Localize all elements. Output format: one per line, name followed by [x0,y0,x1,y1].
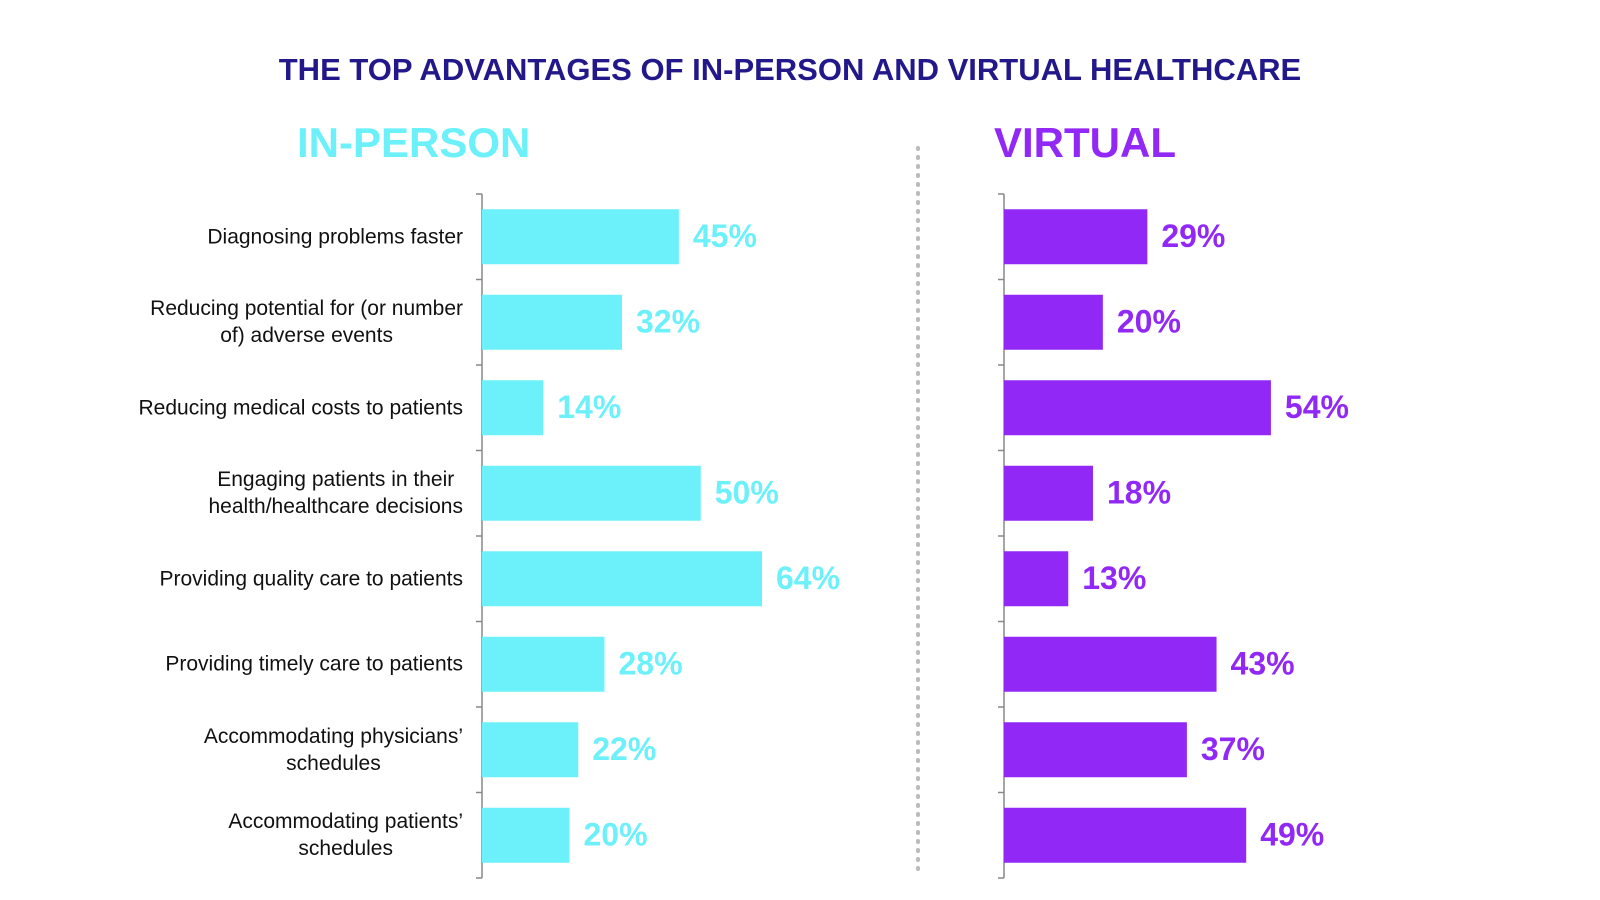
bar [482,380,544,436]
category-label: Reducing potential for (or number of) ad… [150,297,463,348]
category-label: Diagnosing problems faster [207,225,463,249]
bar [482,636,605,692]
value-label: 29% [1161,218,1225,254]
category-label: Engaging patients in their health/health… [208,468,463,519]
bar [482,807,570,863]
category-label: Accommodating physicians’ schedules [203,724,463,775]
value-label: 37% [1201,731,1265,767]
bar [1004,636,1217,692]
value-label: 32% [636,304,700,340]
bar [1004,465,1093,521]
bar [1004,380,1271,436]
category-label: Providing timely care to patients [165,652,463,676]
panel-title: VIRTUAL [994,119,1176,166]
bar [482,209,679,265]
category-label: Providing quality care to patients [159,567,463,591]
value-label: 20% [1117,304,1181,340]
panel-title: IN-PERSON [297,119,530,166]
bar [1004,209,1148,265]
bar [1004,551,1069,607]
value-label: 20% [584,817,648,853]
value-label: 50% [715,475,779,511]
category-label: Reducing medical costs to patients [138,396,463,420]
value-label: 43% [1231,646,1295,682]
bar [482,465,701,521]
value-label: 45% [693,218,757,254]
value-label: 22% [592,731,656,767]
value-label: 13% [1082,560,1146,596]
value-label: 64% [776,560,840,596]
bar [1004,722,1187,778]
value-label: 49% [1260,817,1324,853]
bar [1004,807,1247,863]
category-label: Accommodating patients’ schedules [228,810,463,861]
value-label: 14% [557,389,621,425]
bar [482,294,622,350]
bar [482,551,762,607]
chart-title: THE TOP ADVANTAGES OF IN-PERSON AND VIRT… [279,52,1301,87]
value-label: 18% [1107,475,1171,511]
value-label: 28% [619,646,683,682]
value-label: 54% [1285,389,1349,425]
bar [482,722,579,778]
bar [1004,294,1103,350]
